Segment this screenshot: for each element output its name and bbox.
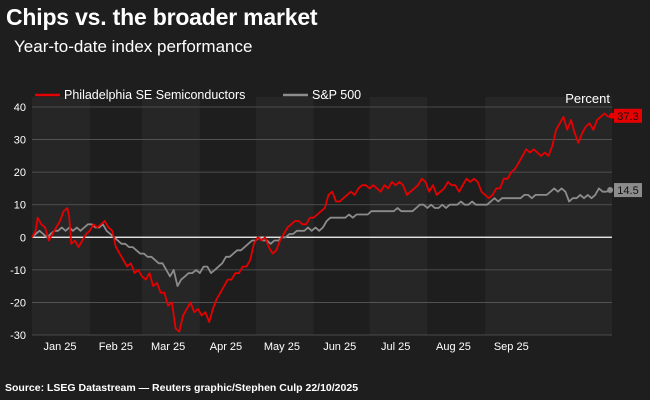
x-tick-label: Sep 25 xyxy=(494,341,529,353)
x-tick-label: Jun 25 xyxy=(323,341,356,353)
end-label-spx: 14.5 xyxy=(617,185,638,197)
series-line-sox xyxy=(31,112,613,333)
chart-subtitle: Year-to-date index performance xyxy=(14,37,253,56)
x-tick-labels: Jan 25 Feb 25 Mar 25 Apr 25 May 25 Jun 25 Jul … xyxy=(43,341,528,353)
month-band xyxy=(199,97,256,335)
month-band xyxy=(485,97,612,335)
y-tick-label: -10 xyxy=(10,265,26,277)
y-tick-label: -20 xyxy=(10,297,26,309)
y-tick-label: 30 xyxy=(14,135,26,147)
series-end-dot-spx xyxy=(607,187,614,194)
y-tick-label: 20 xyxy=(14,167,26,179)
y-tick-label: -30 xyxy=(10,330,26,342)
x-tick-label: Feb 25 xyxy=(99,341,133,353)
month-band xyxy=(142,97,200,335)
x-tick-label: Jul 25 xyxy=(381,341,410,353)
end-value-labels: 14.5 37.3 xyxy=(614,108,642,198)
end-label-box-sox xyxy=(614,108,642,123)
month-bands xyxy=(32,97,612,335)
y-gridlines xyxy=(32,106,612,336)
x-tick-label: Mar 25 xyxy=(151,341,185,353)
end-label-sox: 37.3 xyxy=(617,111,638,123)
x-tick-label: Aug 25 xyxy=(436,341,471,353)
month-band xyxy=(369,97,428,335)
month-band xyxy=(255,97,314,335)
month-band xyxy=(427,97,486,335)
end-label-box-spx xyxy=(614,183,642,198)
month-band xyxy=(89,97,143,335)
series-end-dot-sox xyxy=(609,112,615,119)
series-lines xyxy=(31,112,615,333)
series-line-spx xyxy=(31,187,611,287)
legend: Philadelphia SE Semiconductors S&P 500 xyxy=(35,88,361,102)
x-tick-label: May 25 xyxy=(264,341,300,353)
chart-title: Chips vs. the broader market xyxy=(6,4,318,30)
y-tick-label: 10 xyxy=(14,200,26,212)
month-band xyxy=(32,97,90,335)
legend-label-sox: Philadelphia SE Semiconductors xyxy=(64,88,245,102)
x-tick-label: Apr 25 xyxy=(210,341,242,353)
x-tick-label: Jan 25 xyxy=(43,341,76,353)
source-note: Source: LSEG Datastream — Reuters graphi… xyxy=(5,382,359,394)
month-band xyxy=(313,97,370,335)
y-tick-label: 0 xyxy=(20,232,26,244)
y-unit-label: Percent xyxy=(565,91,610,106)
y-tick-labels: 40 30 20 10 0 -10 -20 -30 xyxy=(10,102,26,342)
legend-label-spx: S&P 500 xyxy=(312,88,361,102)
y-tick-label: 40 xyxy=(14,102,26,114)
